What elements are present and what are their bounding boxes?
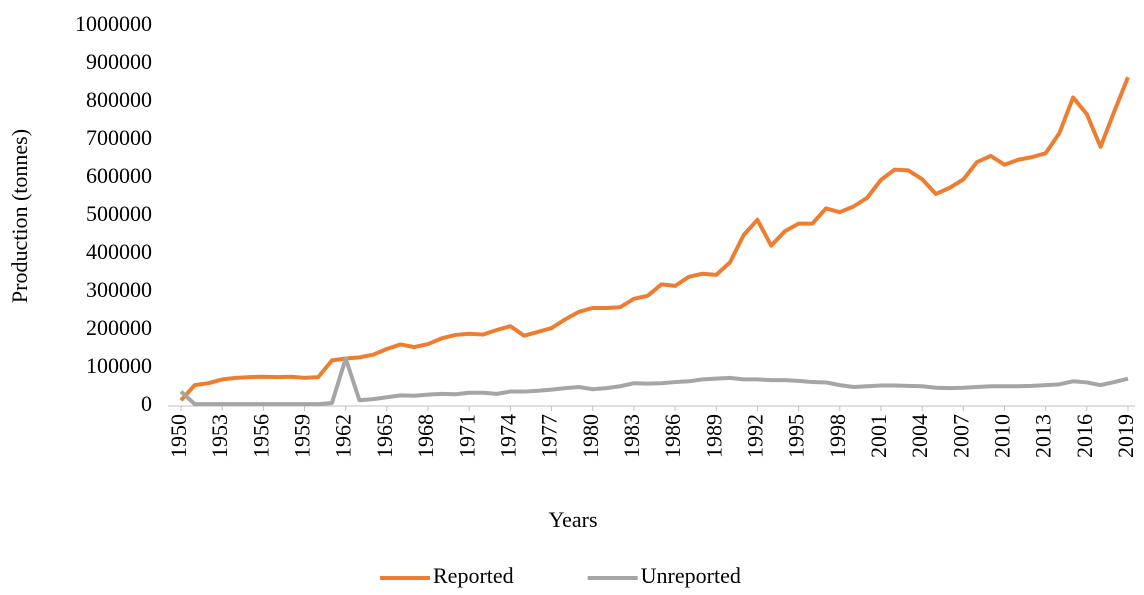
x-tick-label: 1980 (578, 414, 603, 458)
y-tick-label: 400000 (86, 239, 152, 264)
x-tick-label: 1983 (619, 414, 644, 458)
y-tick-label: 100000 (86, 353, 152, 378)
x-tick-label: 1962 (331, 414, 356, 458)
y-tick-label: 0 (141, 391, 152, 416)
y-axis-title: Production (tonnes) (7, 129, 32, 303)
x-tick-label: 1950 (166, 414, 191, 458)
x-tick-label: 1977 (537, 414, 562, 458)
y-tick-label: 300000 (86, 277, 152, 302)
y-tick-label: 1000000 (75, 11, 152, 36)
x-tick-label: 1971 (454, 414, 479, 458)
y-tick-label: 200000 (86, 315, 152, 340)
series-line (179, 356, 1129, 407)
x-tick-label: 2013 (1031, 414, 1056, 458)
series-line (179, 76, 1130, 402)
y-tick-label: 500000 (86, 201, 152, 226)
x-tick-label: 1959 (290, 414, 315, 458)
x-tick-label: 1974 (495, 414, 520, 458)
x-tick-label: 1998 (825, 414, 850, 458)
x-tick-label: 1992 (742, 414, 767, 458)
y-tick-label: 900000 (86, 49, 152, 74)
x-tick-label: 2019 (1113, 414, 1138, 458)
x-tick-label: 1968 (413, 414, 438, 458)
legend-label: Unreported (641, 563, 741, 588)
x-tick-label: 1989 (701, 414, 726, 458)
x-tick-label: 1995 (784, 414, 809, 458)
x-tick-label: 2004 (907, 414, 932, 458)
y-tick-label: 700000 (86, 125, 152, 150)
x-tick-label: 1965 (372, 414, 397, 458)
y-tick-label: 800000 (86, 87, 152, 112)
x-tick-label: 2001 (866, 414, 891, 458)
x-tick-label: 2010 (990, 414, 1015, 458)
x-axis-title: Years (548, 507, 597, 532)
x-tick-label: 1956 (248, 414, 273, 458)
legend-label: Reported (433, 563, 514, 588)
x-tick-label: 2016 (1072, 414, 1097, 458)
y-tick-label: 600000 (86, 163, 152, 188)
x-tick-label: 1986 (660, 414, 685, 458)
x-tick-label: 1953 (207, 414, 232, 458)
x-tick-label: 2007 (948, 414, 973, 458)
